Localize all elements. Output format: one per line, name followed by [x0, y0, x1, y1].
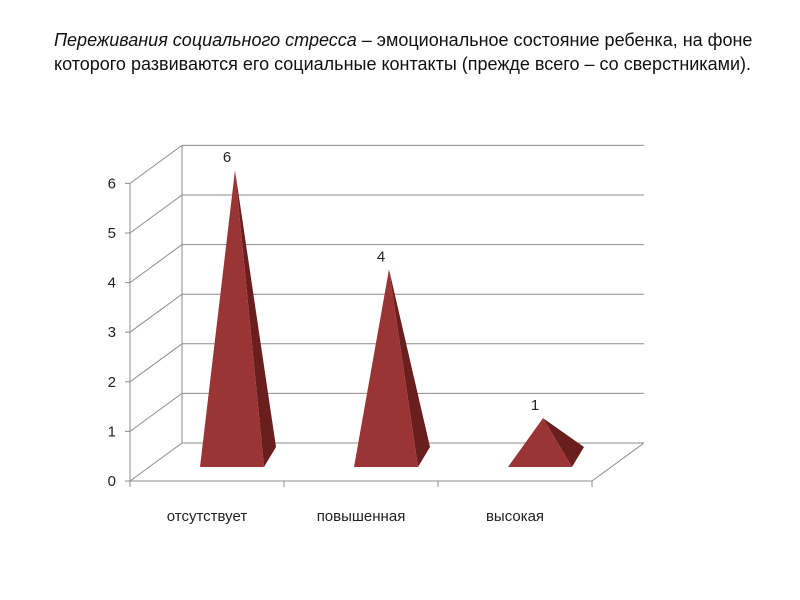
chart-axes: 0 1 2 3 4 5 6	[108, 175, 593, 490]
heading-term: Переживания социального стресса	[54, 30, 357, 50]
slide-heading: Переживания социального стресса – эмоцио…	[54, 28, 774, 76]
y-tick-label: 6	[108, 175, 116, 192]
pyramid-side-face	[543, 418, 584, 467]
data-label: 4	[377, 248, 385, 265]
floor-edge	[591, 442, 645, 482]
gridline	[129, 244, 644, 284]
pyramid-front-face	[200, 170, 264, 467]
pyramid-front-face	[508, 418, 572, 467]
data-label: 1	[531, 397, 539, 414]
data-label: 6	[223, 149, 231, 166]
y-tick-label: 1	[108, 423, 116, 440]
heading-definition: – эмоциональное состояние ребенка, на фо…	[54, 30, 753, 74]
gridline	[129, 144, 644, 184]
chart-grid	[129, 144, 645, 482]
y-tick-label: 3	[108, 324, 116, 341]
pyramid-front-face	[354, 269, 418, 467]
pyramid-side-face	[389, 269, 430, 467]
category-label: повышенная	[317, 508, 406, 525]
y-tick-label: 0	[108, 473, 116, 490]
y-tick-label: 5	[108, 225, 116, 242]
y-tick-label: 4	[108, 275, 116, 292]
y-tick-label: 2	[108, 374, 116, 391]
chart-labels: 6 отсутствует 4 повышенная 1 высокая	[167, 149, 544, 525]
chart-bars	[200, 170, 584, 467]
gridline	[129, 194, 644, 234]
category-label: отсутствует	[167, 508, 248, 525]
category-label: высокая	[486, 508, 544, 525]
pyramid-side-face	[235, 170, 276, 467]
